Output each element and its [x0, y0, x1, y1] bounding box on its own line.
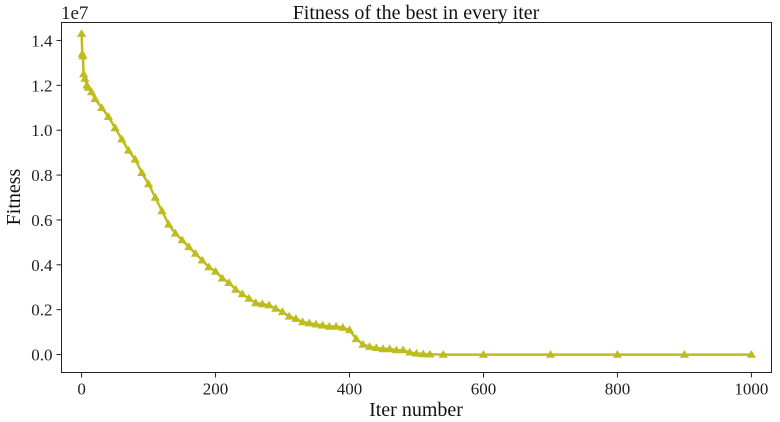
x-tick-label: 200 — [203, 380, 229, 399]
series-point — [298, 317, 308, 326]
x-axis-label: Iter number — [369, 399, 463, 421]
series-point — [211, 266, 221, 275]
series-point — [679, 350, 689, 358]
series-point — [478, 350, 489, 358]
series-point — [87, 87, 97, 96]
series-point — [291, 314, 301, 322]
y-tick-label: 1.0 — [31, 121, 52, 140]
x-tick-label: 1000 — [734, 380, 768, 399]
series-point — [184, 242, 194, 251]
y-tick-label: 0.4 — [31, 256, 53, 275]
x-tick-label: 400 — [337, 380, 363, 399]
x-tick-label: 600 — [471, 380, 497, 399]
series-point — [137, 168, 147, 176]
series-line — [80, 33, 752, 356]
series-point — [371, 343, 381, 351]
y-tick-label: 1.2 — [31, 76, 52, 95]
series-point — [164, 219, 174, 228]
series-point — [365, 342, 375, 350]
series-point — [612, 350, 622, 358]
series-point — [311, 319, 321, 328]
y-tick-label: 0.6 — [31, 211, 52, 230]
y-tick-label: 0.2 — [31, 301, 52, 320]
plot-area: 0 200 400 600 800 1000 0.0 0.2 0.4 0.6 0.8 1.0 1.2 1… — [31, 22, 772, 399]
y-tick-label: 0.8 — [31, 166, 52, 185]
series-point — [746, 350, 756, 358]
series-point — [271, 304, 281, 312]
series-point — [90, 94, 100, 102]
series-point — [197, 255, 207, 264]
series-point — [284, 311, 294, 320]
series-point — [324, 321, 334, 330]
series-point — [170, 228, 180, 237]
series-point — [304, 318, 314, 327]
series-point — [177, 235, 187, 244]
series-point — [277, 307, 288, 316]
series-point — [217, 273, 227, 282]
series-point — [190, 249, 201, 257]
x-tick-label: 0 — [77, 380, 86, 399]
series-point — [251, 298, 261, 307]
y-axis-label: Fitness — [3, 168, 25, 225]
series-point — [438, 350, 448, 358]
series-point — [338, 323, 348, 331]
y-axis-ticks: 0.0 0.2 0.4 0.6 0.8 1.0 1.2 1.4 — [31, 31, 62, 365]
series-point — [204, 262, 214, 271]
y-tick-label: 1.4 — [31, 31, 53, 50]
series-point — [257, 299, 267, 308]
series-point — [398, 345, 408, 354]
series-point — [97, 103, 107, 111]
series-point — [405, 347, 415, 356]
series-point — [103, 112, 113, 120]
chart-title: Fitness of the best in every iter — [293, 2, 540, 24]
series-point — [385, 344, 395, 353]
series-layer — [77, 29, 756, 358]
series-point — [411, 348, 422, 357]
series-point — [123, 145, 134, 154]
series-point — [425, 349, 435, 358]
series-point — [391, 345, 401, 354]
series-point — [318, 320, 328, 329]
series-point — [264, 300, 274, 309]
y-scale-note: 1e7 — [61, 3, 88, 24]
plot-frame — [61, 22, 772, 373]
series-point — [244, 293, 254, 302]
series-point — [344, 325, 355, 334]
series-point — [144, 179, 154, 188]
series-point — [117, 134, 127, 143]
series-point — [157, 206, 167, 215]
series-point — [130, 154, 140, 163]
series-point — [545, 350, 556, 358]
series-point — [77, 29, 87, 37]
series-point — [418, 349, 428, 358]
series-point — [331, 321, 341, 330]
series-point — [150, 192, 160, 201]
series-point — [79, 69, 89, 78]
series-point — [78, 51, 88, 60]
series-point — [224, 278, 234, 286]
series-point — [351, 334, 361, 343]
x-tick-label: 800 — [605, 380, 631, 399]
y-tick-label: 0.0 — [31, 346, 52, 365]
series-point — [358, 339, 368, 348]
series-point — [110, 123, 120, 132]
series-point — [80, 74, 90, 82]
series-point — [231, 284, 241, 293]
series-point — [83, 83, 93, 91]
x-axis-ticks: 0 200 400 600 800 1000 — [77, 372, 768, 399]
series-point — [237, 289, 247, 298]
series-point — [378, 344, 388, 353]
